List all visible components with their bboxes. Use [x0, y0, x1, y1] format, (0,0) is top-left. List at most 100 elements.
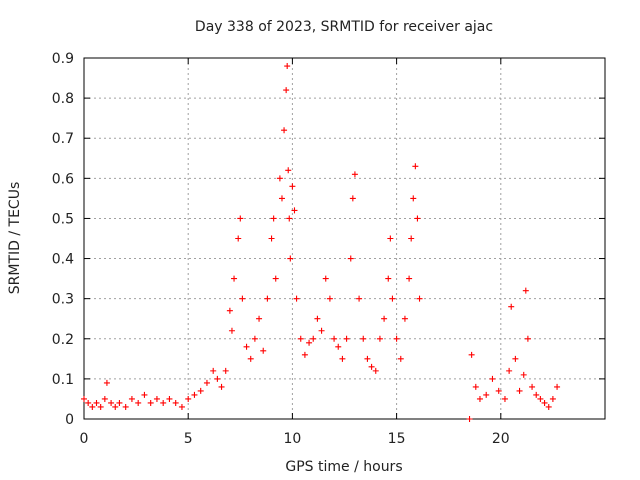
- data-point: [533, 391, 540, 398]
- y-tick-label: 0.8: [52, 91, 74, 107]
- data-point: [239, 295, 246, 302]
- data-point: [293, 295, 300, 302]
- data-point: [541, 399, 548, 406]
- data-point: [214, 375, 221, 382]
- data-point: [389, 295, 396, 302]
- data-point: [468, 351, 475, 358]
- data-point: [516, 387, 523, 394]
- data-point: [524, 335, 531, 342]
- y-tick-label: 0.6: [52, 171, 74, 187]
- data-point: [122, 403, 129, 410]
- x-tick-label: 10: [283, 431, 301, 447]
- data-point: [210, 367, 217, 374]
- data-point: [306, 339, 313, 346]
- data-point: [256, 315, 263, 322]
- data-point: [235, 235, 242, 242]
- grid-lines: [84, 58, 605, 419]
- data-point: [285, 167, 292, 174]
- data-point: [243, 343, 250, 350]
- data-point: [226, 307, 233, 314]
- data-point: [135, 399, 142, 406]
- y-tick-label: 0: [65, 412, 74, 428]
- y-axis-label: SRMTID / TECUs: [7, 182, 23, 295]
- data-point: [112, 403, 119, 410]
- data-point: [260, 347, 267, 354]
- axis-ticks: [83, 57, 605, 420]
- x-tick-label: 15: [388, 431, 406, 447]
- data-point: [178, 403, 185, 410]
- data-point: [349, 195, 356, 202]
- data-point: [141, 391, 148, 398]
- data-point: [412, 163, 419, 170]
- data-point: [472, 383, 479, 390]
- data-point: [520, 371, 527, 378]
- tick-labels: 0 0.1 0.2 0.3 0.4 0.5 0.6 0.7 0.8 0.9 0 5 10 15 20: [52, 51, 510, 447]
- data-point: [81, 395, 87, 402]
- data-point: [476, 395, 483, 402]
- data-point: [218, 383, 225, 390]
- data-point: [326, 295, 333, 302]
- data-point: [522, 287, 529, 294]
- data-point: [278, 195, 285, 202]
- data-point: [549, 395, 556, 402]
- data-point: [360, 335, 367, 342]
- data-point: [408, 235, 415, 242]
- data-point: [251, 335, 258, 342]
- data-point: [495, 387, 502, 394]
- data-point: [387, 235, 394, 242]
- data-point: [397, 355, 404, 362]
- data-point: [506, 367, 513, 374]
- data-point: [93, 399, 100, 406]
- data-point: [414, 215, 421, 222]
- data-point: [393, 335, 400, 342]
- data-point: [268, 235, 275, 242]
- data-point: [335, 343, 342, 350]
- data-point: [203, 379, 210, 386]
- x-tick-label: 5: [184, 431, 193, 447]
- data-point: [286, 215, 293, 222]
- data-point: [228, 327, 235, 334]
- data-point: [231, 275, 238, 282]
- data-point: [381, 315, 388, 322]
- data-point: [301, 351, 308, 358]
- data-point: [466, 416, 473, 422]
- data-point: [410, 195, 417, 202]
- data-point: [264, 295, 271, 302]
- data-point: [89, 403, 96, 410]
- data-point: [128, 395, 135, 402]
- data-point: [147, 399, 154, 406]
- data-point: [318, 327, 325, 334]
- data-point: [281, 127, 288, 134]
- y-tick-label: 0.7: [52, 131, 74, 147]
- data-point: [222, 367, 229, 374]
- data-point: [310, 335, 317, 342]
- data-point: [376, 335, 383, 342]
- data-point: [331, 335, 338, 342]
- data-point: [314, 315, 321, 322]
- data-point: [368, 363, 375, 370]
- data-point: [272, 275, 279, 282]
- data-point: [197, 387, 204, 394]
- y-tick-label: 0.4: [52, 252, 74, 268]
- data-point: [284, 63, 291, 70]
- data-point: [166, 395, 173, 402]
- data-point: [347, 255, 354, 262]
- plot-frame: [83, 57, 606, 420]
- data-point: [172, 399, 179, 406]
- y-tick-label: 0.9: [52, 51, 74, 67]
- data-point: [343, 335, 350, 342]
- data-point: [85, 399, 92, 406]
- y-tick-label: 0.2: [52, 332, 74, 348]
- data-point: [276, 175, 283, 182]
- data-point: [537, 395, 544, 402]
- data-point: [489, 375, 496, 382]
- data-point: [237, 215, 244, 222]
- data-point: [322, 275, 329, 282]
- x-axis-label: GPS time / hours: [285, 459, 402, 475]
- data-point: [356, 295, 363, 302]
- data-point: [191, 391, 198, 398]
- data-point: [364, 355, 371, 362]
- data-point: [545, 403, 552, 410]
- data-point: [160, 399, 167, 406]
